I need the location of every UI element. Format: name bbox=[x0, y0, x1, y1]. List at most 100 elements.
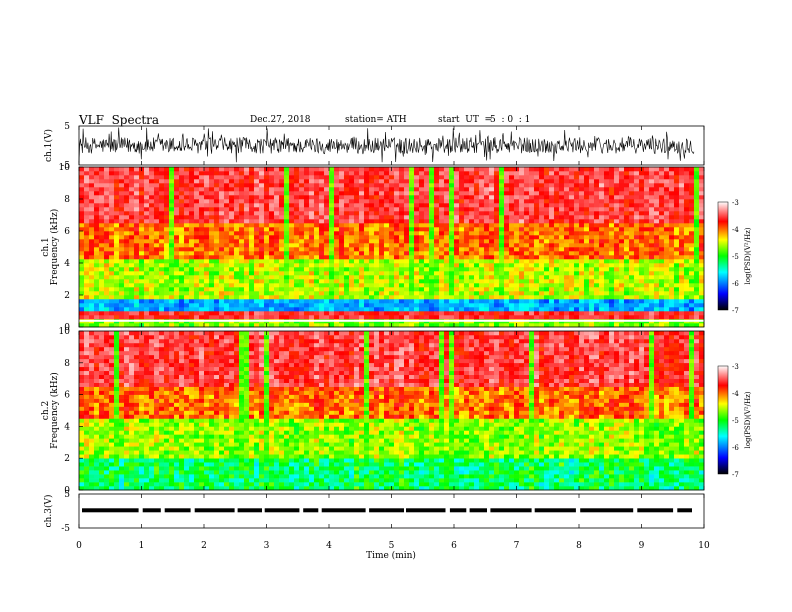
spectrogram-cell bbox=[499, 259, 505, 264]
spectrogram-cell bbox=[614, 311, 620, 316]
spectrogram-cell bbox=[594, 239, 600, 244]
spectrogram-cell bbox=[159, 275, 165, 280]
spectrogram-cell bbox=[644, 171, 650, 176]
spectrogram-cell bbox=[639, 299, 645, 304]
spectrogram-cell bbox=[304, 255, 310, 260]
spectrogram-cell bbox=[604, 311, 610, 316]
spectrogram-cell bbox=[114, 259, 120, 264]
spectrogram-cell bbox=[679, 235, 685, 240]
spectrogram-cell bbox=[539, 291, 545, 296]
spectrogram-cell bbox=[369, 183, 375, 188]
spectrogram-cell bbox=[574, 275, 580, 280]
spectrogram-cell bbox=[274, 259, 280, 264]
spectrogram-cell bbox=[259, 299, 265, 304]
spectrogram-cell bbox=[434, 247, 440, 252]
spectrogram-cell bbox=[134, 195, 140, 200]
spectrogram-cell bbox=[469, 251, 475, 256]
spectrogram-cell bbox=[264, 291, 270, 296]
spectrogram-cell bbox=[244, 271, 250, 276]
spectrogram-cell bbox=[369, 175, 375, 180]
spectrogram-cell bbox=[84, 195, 90, 200]
spectrogram-cell bbox=[364, 207, 370, 212]
spectrogram-cell bbox=[354, 247, 360, 252]
spectrogram-cell bbox=[389, 203, 395, 208]
spectrogram-cell bbox=[444, 279, 450, 284]
spectrogram-cell bbox=[174, 223, 180, 228]
spectrogram-cell bbox=[309, 203, 315, 208]
spectrogram-cell bbox=[399, 191, 405, 196]
spectrogram-cell bbox=[544, 291, 550, 296]
spectrogram-cell bbox=[514, 303, 520, 308]
spectrogram-cell bbox=[699, 235, 705, 240]
spectrogram-cell bbox=[159, 283, 165, 288]
spectrogram-cell bbox=[529, 243, 535, 248]
spectrogram-cell bbox=[589, 271, 595, 276]
spectrogram-cell bbox=[459, 259, 465, 264]
spectrogram-cell bbox=[439, 203, 445, 208]
spectrogram-cell bbox=[474, 223, 480, 228]
spectrogram-cell bbox=[479, 179, 485, 184]
spectrogram-cell bbox=[514, 223, 520, 228]
spectrogram-cell bbox=[494, 183, 500, 188]
spectrogram-cell bbox=[589, 175, 595, 180]
spectrogram-cell bbox=[314, 323, 320, 328]
spectrogram-cell bbox=[544, 271, 550, 276]
spectrogram-cell bbox=[649, 287, 655, 292]
spectrogram-cell bbox=[509, 227, 515, 232]
spectrogram-cell bbox=[544, 311, 550, 316]
spectrogram-cell bbox=[299, 295, 305, 300]
spectrogram-cell bbox=[344, 231, 350, 236]
spectrogram-cell bbox=[404, 183, 410, 188]
spectrogram-cell bbox=[274, 195, 280, 200]
spectrogram-cell bbox=[649, 263, 655, 268]
spectrogram-cell bbox=[424, 247, 430, 252]
spectrogram-cell bbox=[249, 227, 255, 232]
spectrogram-cell bbox=[239, 247, 245, 252]
spectrogram-cell bbox=[299, 223, 305, 228]
spectrogram-cell bbox=[624, 259, 630, 264]
spectrogram-cell bbox=[409, 287, 415, 292]
spectrogram-cell bbox=[279, 247, 285, 252]
spectrogram-cell bbox=[189, 275, 195, 280]
spectrogram-cell bbox=[204, 235, 210, 240]
spectrogram-cell bbox=[439, 259, 445, 264]
spectrogram-cell bbox=[649, 259, 655, 264]
spectrogram-cell bbox=[369, 251, 375, 256]
spectrogram-cell bbox=[219, 299, 225, 304]
spectrogram-cell bbox=[199, 307, 205, 312]
spectrogram-cell bbox=[684, 323, 690, 328]
spectrogram-cell bbox=[304, 287, 310, 292]
spectrogram-cell bbox=[494, 227, 500, 232]
spectrogram-cell bbox=[579, 179, 585, 184]
spectrogram-cell bbox=[159, 259, 165, 264]
spectrogram-cell bbox=[674, 255, 680, 260]
spectrogram-cell bbox=[384, 211, 390, 216]
spectrogram-cell bbox=[479, 315, 485, 320]
spectrogram-cell bbox=[504, 247, 510, 252]
spectrogram-cell bbox=[179, 279, 185, 284]
spectrogram-cell bbox=[504, 315, 510, 320]
spectrogram-cell bbox=[614, 299, 620, 304]
spectrogram-cell bbox=[584, 179, 590, 184]
spectrogram-cell bbox=[364, 299, 370, 304]
spectrogram-cell bbox=[619, 171, 625, 176]
spectrogram-cell bbox=[219, 235, 225, 240]
spectrogram-cell bbox=[264, 287, 270, 292]
spectrogram-cell bbox=[229, 287, 235, 292]
spectrogram-cell bbox=[214, 303, 220, 308]
spectrogram-cell bbox=[299, 175, 305, 180]
spectrogram-cell bbox=[634, 211, 640, 216]
spectrogram-cell bbox=[299, 215, 305, 220]
spectrogram-cell bbox=[429, 275, 435, 280]
spectrogram-cell bbox=[509, 303, 515, 308]
spectrogram-cell bbox=[184, 215, 190, 220]
spectrogram-cell bbox=[584, 239, 590, 244]
spectrogram-cell bbox=[149, 287, 155, 292]
spectrogram-cell bbox=[559, 183, 565, 188]
spectrogram-cell bbox=[654, 251, 660, 256]
spectrogram-cell bbox=[299, 303, 305, 308]
spectrogram-cell bbox=[289, 295, 295, 300]
spectrogram-cell bbox=[609, 299, 615, 304]
spectrogram-cell bbox=[214, 271, 220, 276]
spectrogram-cell bbox=[599, 251, 605, 256]
